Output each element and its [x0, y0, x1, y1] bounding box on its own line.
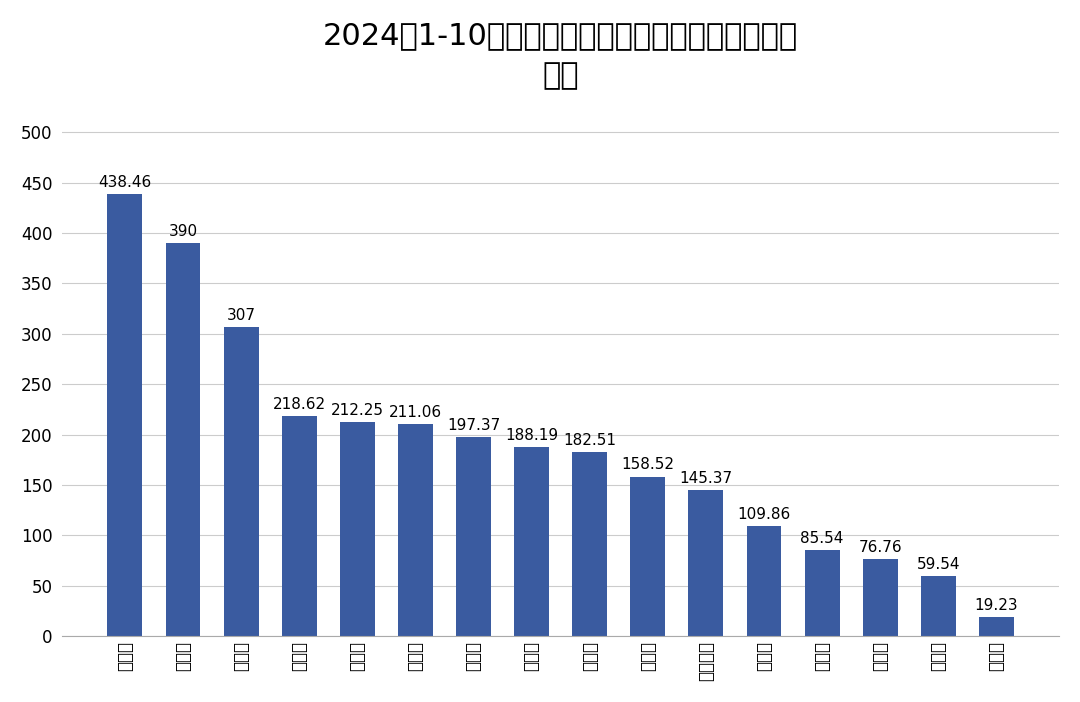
Bar: [688, 490, 724, 636]
Bar: [282, 416, 316, 636]
Text: 307: 307: [227, 307, 256, 323]
Title: 2024年1-10月各市级行政区无人机飞行架次（万架
次）: 2024年1-10月各市级行政区无人机飞行架次（万架 次）: [323, 21, 798, 91]
Bar: [631, 477, 665, 636]
Bar: [572, 452, 607, 636]
Text: 182.51: 182.51: [564, 433, 617, 449]
Text: 76.76: 76.76: [859, 540, 902, 555]
Text: 197.37: 197.37: [447, 418, 500, 433]
Bar: [224, 327, 258, 636]
Text: 218.62: 218.62: [272, 397, 326, 412]
Text: 145.37: 145.37: [679, 471, 732, 486]
Bar: [514, 446, 549, 636]
Bar: [340, 423, 375, 636]
Text: 19.23: 19.23: [974, 598, 1018, 613]
Text: 390: 390: [168, 224, 198, 239]
Bar: [108, 194, 143, 636]
Bar: [863, 559, 897, 636]
Bar: [978, 617, 1014, 636]
Text: 438.46: 438.46: [98, 176, 151, 190]
Bar: [165, 243, 201, 636]
Text: 188.19: 188.19: [505, 428, 558, 442]
Text: 85.54: 85.54: [800, 531, 843, 546]
Text: 109.86: 109.86: [738, 507, 791, 522]
Bar: [746, 526, 782, 636]
Bar: [805, 550, 839, 636]
Bar: [921, 576, 956, 636]
Text: 212.25: 212.25: [330, 404, 383, 418]
Text: 59.54: 59.54: [917, 557, 960, 572]
Bar: [456, 437, 491, 636]
Text: 158.52: 158.52: [621, 458, 674, 472]
Text: 211.06: 211.06: [389, 404, 442, 420]
Bar: [399, 423, 433, 636]
